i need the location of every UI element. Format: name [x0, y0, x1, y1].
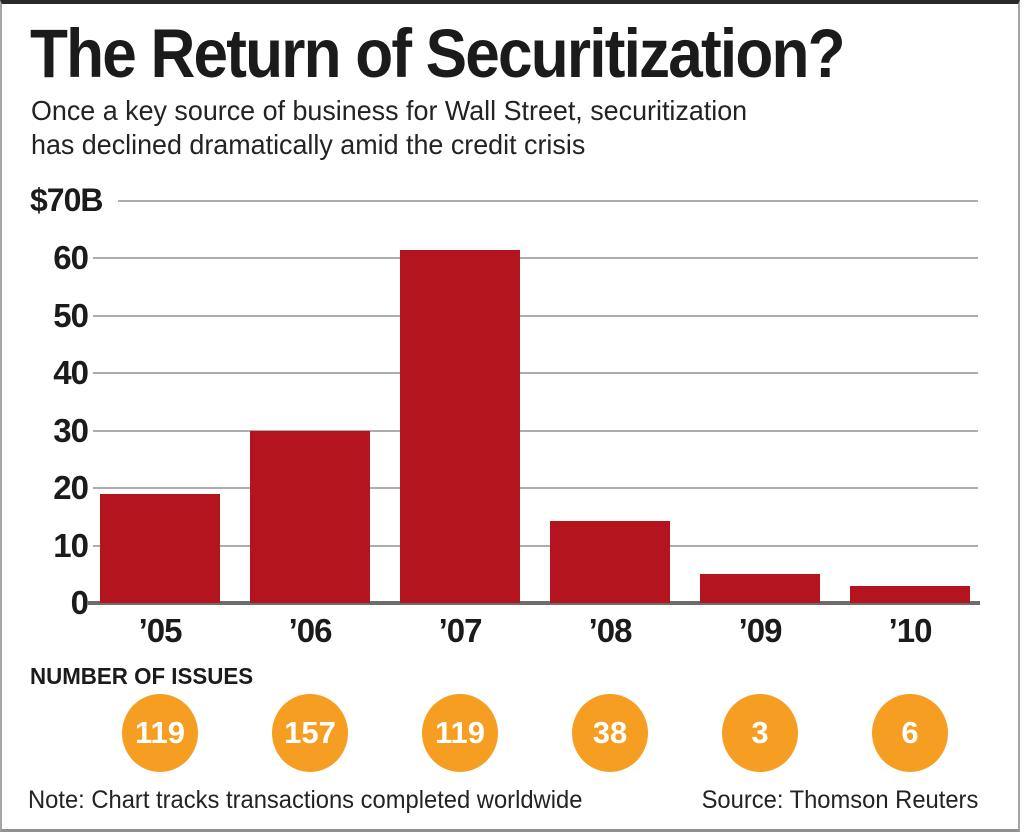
x-tick-label-06: ’06 [288, 612, 333, 649]
y-tick-label-30: 30 [53, 412, 89, 449]
gridline-40 [93, 372, 978, 374]
y-tick-label-50: 50 [53, 297, 89, 334]
gridline-10 [93, 545, 978, 547]
y-axis-unit-label: $70B [30, 182, 103, 218]
bar-06 [250, 431, 370, 603]
issues-circle-06: 157 [272, 694, 348, 772]
y-tick-label-40: 40 [53, 354, 89, 391]
chart-title: The Return of Securitization? [30, 15, 846, 92]
y-tick-label-0: 0 [70, 584, 89, 621]
x-tick-label-10: ’10 [888, 612, 933, 649]
y-tick-label-60: 60 [53, 239, 89, 276]
gridline-70 [118, 200, 978, 202]
chart-subtitle-line-1: Once a key source of business for Wall S… [31, 95, 748, 126]
x-axis-baseline [88, 601, 980, 605]
issues-circle-08: 38 [572, 694, 648, 772]
bar-05 [100, 494, 220, 603]
y-tick-label-10: 10 [53, 527, 89, 564]
chart-subtitle: Once a key source of business for Wall S… [31, 94, 747, 162]
issues-circle-05: 119 [122, 694, 198, 772]
bar-08 [550, 521, 670, 603]
source-credit: Source: Thomson Reuters [701, 786, 978, 814]
bar-10 [850, 586, 970, 603]
issues-circle-10: 6 [872, 694, 948, 772]
x-tick-label-05: ’05 [138, 612, 183, 649]
gridline-30 [93, 430, 978, 432]
y-tick-label-20: 20 [53, 469, 89, 506]
gridline-60 [93, 257, 978, 259]
chart-subtitle-line-2: has declined dramatically amid the credi… [31, 129, 586, 160]
x-tick-label-08: ’08 [588, 612, 633, 649]
issues-circle-09: 3 [722, 694, 798, 772]
gridline-20 [93, 487, 978, 489]
footnote: Note: Chart tracks transactions complete… [28, 786, 583, 814]
bar-09 [700, 574, 820, 603]
number-of-issues-label: NUMBER OF ISSUES [30, 663, 254, 689]
issues-circle-07: 119 [422, 694, 498, 772]
x-tick-label-07: ’07 [438, 612, 483, 649]
bar-07 [400, 250, 520, 603]
x-tick-label-09: ’09 [738, 612, 783, 649]
gridline-50 [93, 315, 978, 317]
